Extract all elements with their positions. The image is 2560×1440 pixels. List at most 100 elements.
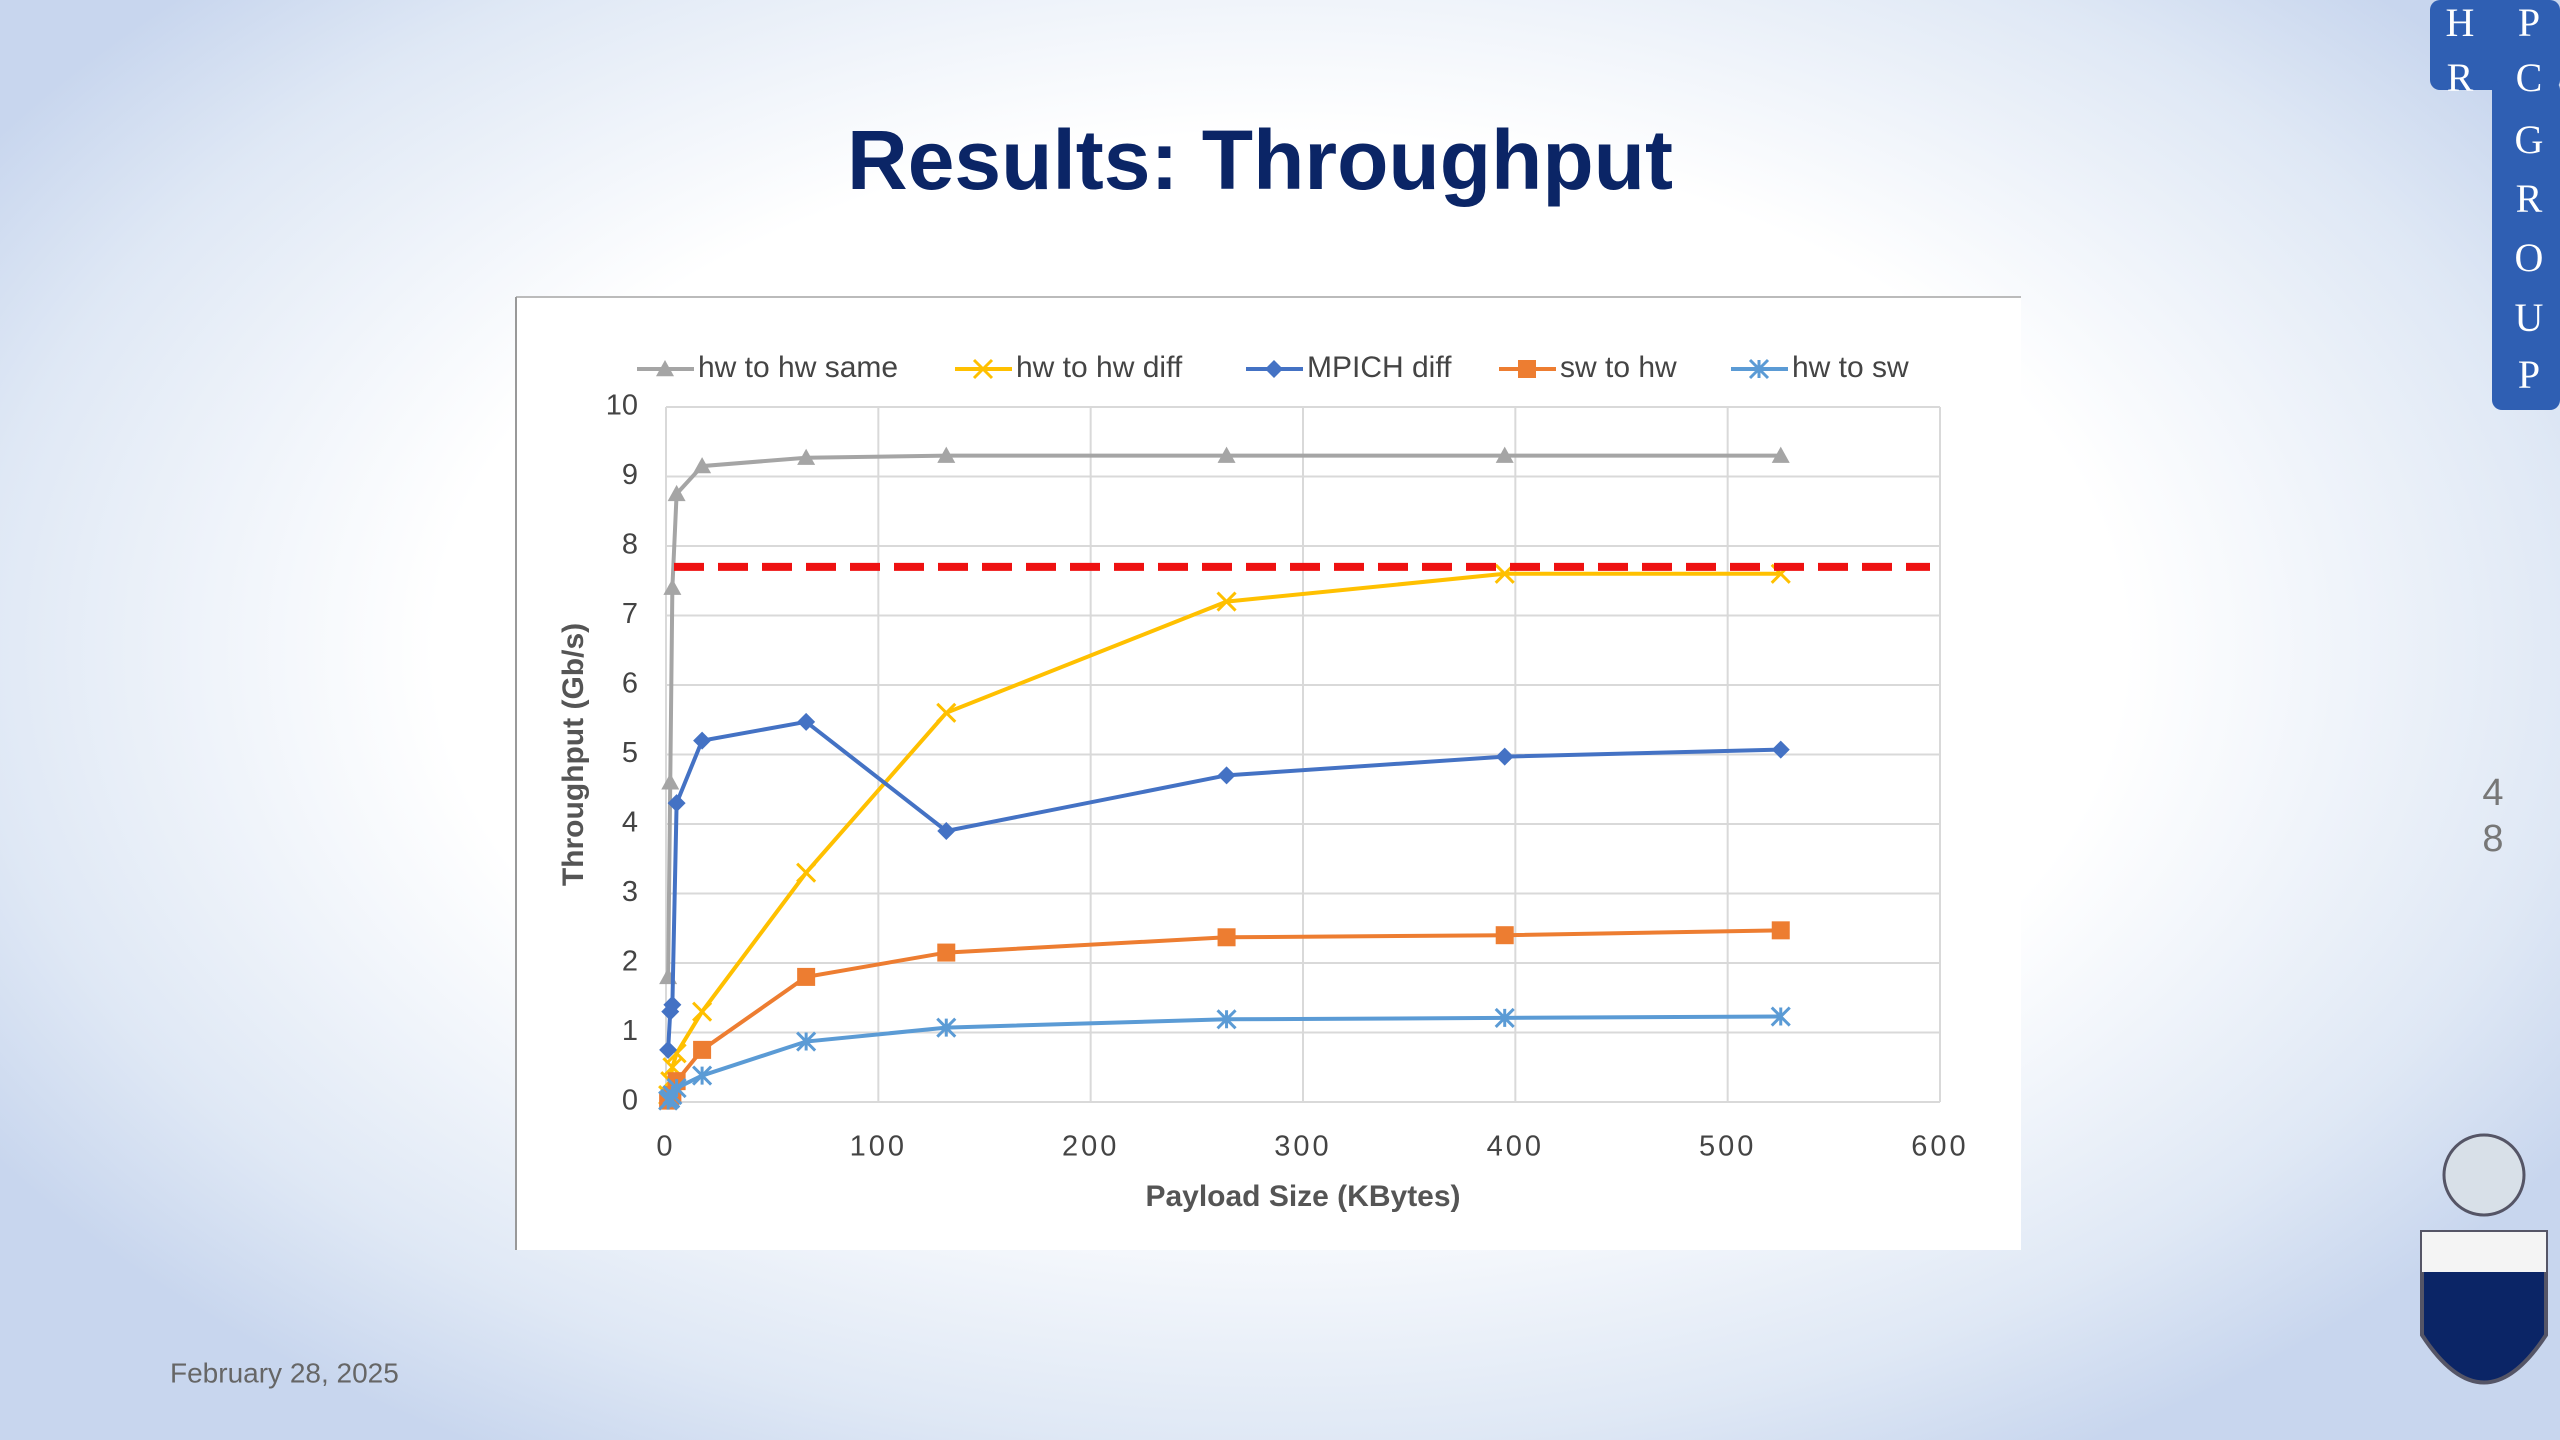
data-point — [663, 995, 682, 1014]
legend-marker — [656, 360, 674, 377]
marker-shape — [797, 712, 816, 731]
logo-block — [2430, 0, 2560, 90]
data-point — [1495, 747, 1514, 766]
data-point — [796, 862, 817, 883]
y-tick-label: 8 — [622, 529, 638, 561]
legend-marker — [1518, 360, 1536, 378]
logo-letter: G — [2515, 117, 2544, 162]
data-point — [666, 1078, 687, 1099]
marker-shape — [1216, 1009, 1237, 1030]
marker-shape — [667, 794, 686, 813]
marker-shape — [936, 702, 957, 723]
marker-shape — [937, 446, 956, 463]
data-point — [667, 794, 686, 813]
y-tick-label: 5 — [622, 737, 638, 769]
marker-shape — [1265, 360, 1283, 378]
marker-shape — [1217, 928, 1236, 947]
data-point — [936, 702, 957, 723]
data-point — [661, 773, 680, 790]
marker-shape — [667, 484, 686, 502]
data-point — [1495, 446, 1514, 463]
crest-band — [2422, 1232, 2546, 1272]
page-number: 48 — [2482, 772, 2504, 860]
data-point — [1217, 766, 1236, 785]
legend-marker — [972, 358, 994, 380]
y-tick-label: 0 — [622, 1085, 638, 1117]
legend-label: hw to sw — [1792, 351, 1909, 384]
marker-shape — [796, 1031, 817, 1052]
x-tick-label: 200 — [1062, 1131, 1119, 1163]
marker-shape — [797, 967, 816, 986]
data-point — [1770, 1006, 1791, 1027]
y-axis-label: Throughput (Gb/s) — [557, 623, 590, 886]
logo-letter: R — [2447, 55, 2474, 100]
marker-shape — [693, 731, 712, 750]
crest-tree — [2442, 1133, 2526, 1217]
data-point — [937, 943, 956, 962]
data-point — [659, 1040, 678, 1059]
marker-shape — [692, 1001, 713, 1022]
marker-shape — [663, 578, 682, 595]
logo-letter: C — [2516, 55, 2543, 100]
data-point — [1771, 446, 1790, 463]
logo-letter: H — [2446, 0, 2475, 45]
marker-shape — [797, 448, 816, 465]
marker-shape — [796, 862, 817, 883]
legend-marker — [1265, 360, 1283, 378]
data-point — [797, 712, 816, 731]
logo-letter: O — [2515, 235, 2544, 280]
data-point — [1771, 740, 1790, 759]
x-tick-label: 0 — [656, 1131, 675, 1163]
y-tick-label: 1 — [622, 1015, 638, 1047]
y-tick-label: 9 — [622, 459, 638, 491]
logo-letter: U — [2515, 295, 2544, 340]
data-point — [796, 1031, 817, 1052]
legend-label: hw to hw diff — [1016, 351, 1183, 384]
logo-letter: P — [2518, 352, 2540, 397]
marker-shape — [656, 360, 674, 377]
data-point — [1216, 591, 1237, 612]
legend-label: hw to hw same — [698, 351, 898, 384]
data-point — [1495, 926, 1514, 945]
x-axis-label: Payload Size (KBytes) — [1145, 1180, 1460, 1213]
data-point — [1494, 1007, 1515, 1028]
marker-shape — [659, 1040, 678, 1059]
logo-block — [2492, 80, 2560, 410]
marker-shape — [663, 995, 682, 1014]
marker-shape — [1770, 1006, 1791, 1027]
marker-shape — [1217, 766, 1236, 785]
data-point — [1217, 928, 1236, 947]
y-tick-label: 10 — [606, 390, 638, 422]
marker-shape — [693, 457, 712, 474]
series-line — [666, 453, 1781, 977]
x-tick-label: 400 — [1487, 1131, 1544, 1163]
marker-shape — [972, 358, 994, 380]
y-tick-label: 3 — [622, 876, 638, 908]
marker-shape — [1518, 360, 1536, 378]
data-point — [937, 821, 956, 840]
y-tick-label: 6 — [622, 668, 638, 700]
marker-shape — [1495, 446, 1514, 463]
date: February 28, 2025 — [170, 1357, 399, 1388]
logo — [2430, 0, 2560, 410]
logo-letter: P — [2518, 0, 2540, 45]
y-tick-label: 2 — [622, 946, 638, 978]
data-point — [667, 484, 686, 502]
marker-shape — [1748, 358, 1770, 380]
data-point — [797, 967, 816, 986]
marker-shape — [661, 773, 680, 790]
marker-shape — [936, 1017, 957, 1038]
marker-shape — [937, 943, 956, 962]
x-tick-label: 500 — [1699, 1131, 1756, 1163]
data-point — [936, 1017, 957, 1038]
slide-title: Results: Throughput — [847, 113, 1673, 207]
marker-shape — [1494, 1007, 1515, 1028]
marker-shape — [1217, 446, 1236, 463]
data-point — [1771, 921, 1790, 940]
legend-label: sw to hw — [1560, 351, 1677, 384]
data-point — [693, 731, 712, 750]
legend-marker — [1748, 358, 1770, 380]
data-point — [1217, 446, 1236, 463]
